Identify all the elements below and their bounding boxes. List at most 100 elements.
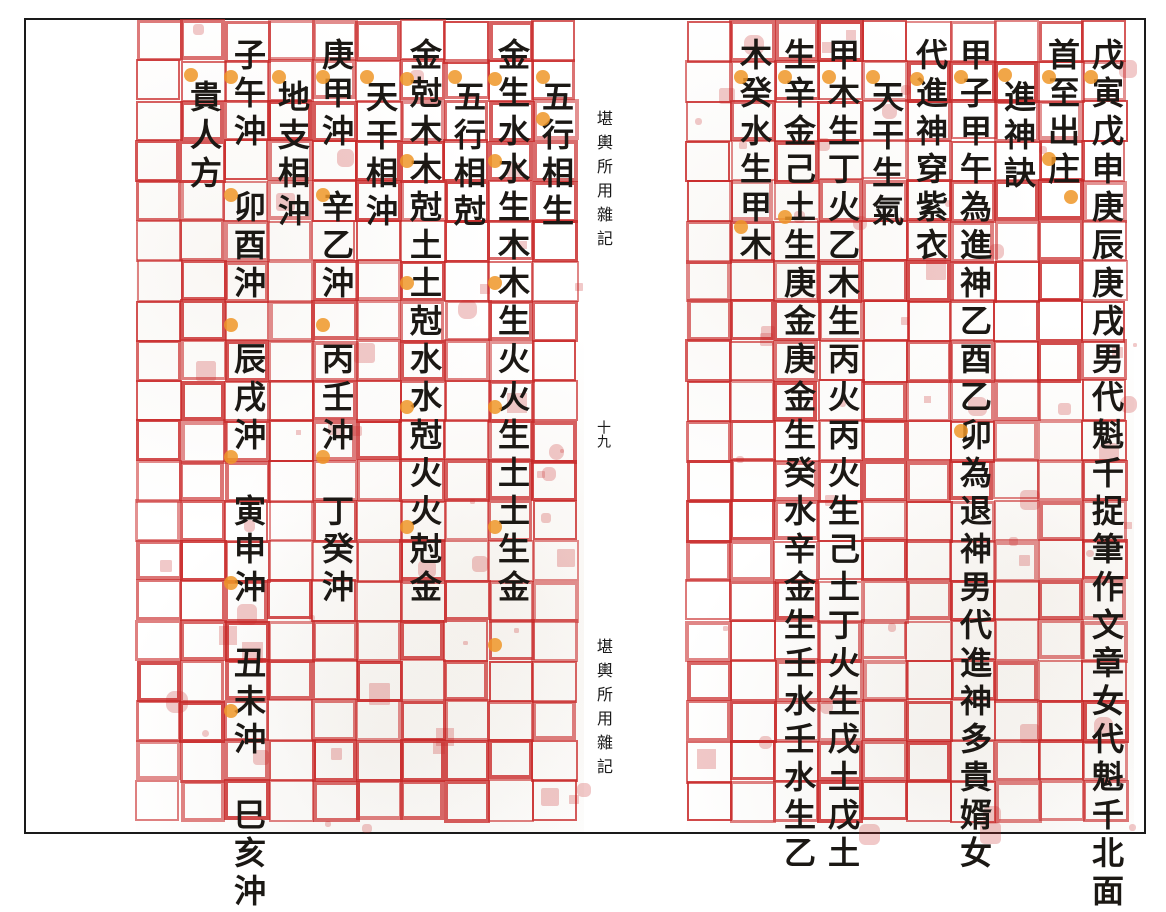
annotation-dot [316,450,330,464]
grid-cell [400,620,444,661]
grid-cell [313,659,358,700]
annotation-dot [1042,70,1056,84]
grid-cell [863,461,908,501]
grid-cell [268,340,313,383]
grid-cell [136,220,182,262]
annotation-dot [400,276,414,290]
grid-noise [859,824,880,845]
annotation-dot [954,424,968,438]
text-column: 地支相沖 [276,80,308,232]
grid-cell [136,740,181,781]
grid-noise [331,748,343,760]
annotation-dot [488,400,502,414]
left-page: 五行相生金生水水生木木生火火生土土生金五行相尅金尅木木尅土土尅水水尅火火尅金天干… [136,20,584,832]
grid-noise [1058,403,1071,416]
grid-cell [531,20,575,62]
grid-cell [135,499,179,542]
grid-cell [906,340,952,383]
grid-cell [136,101,183,142]
grid-cell [489,661,533,703]
grid-cell [1038,421,1083,461]
text-column: 五行相尅 [452,80,484,232]
grid-noise [719,88,735,104]
grid-cell [180,580,225,621]
annotation-dot [316,188,330,202]
grid-cell [355,260,402,301]
annotation-dot [224,450,238,464]
grid-cell [136,180,180,221]
grid-cell [861,740,907,781]
grid-cell [135,780,179,821]
annotation-dot [954,70,968,84]
grid-noise [736,456,743,463]
grid-cell [686,221,732,264]
grid-cell [861,500,907,541]
grid-cell [685,339,731,382]
grid-noise [541,513,551,523]
grid-cell [906,501,953,544]
grid-cell [313,781,360,822]
grid-cell [687,381,732,422]
grid-cell [687,21,733,63]
grid-noise [1009,537,1018,546]
annotation-dot [488,154,502,168]
annotation-dot [224,70,238,84]
grid-cell [356,620,401,662]
grid-cell [311,699,357,741]
grid-cell [729,581,776,623]
grid-cell [861,539,907,580]
grid-cell [400,780,444,820]
grid-noise [1124,522,1132,530]
text-column: 生辛金己土生庚金庚金生癸水辛金生壬水壬水生乙 [782,38,814,874]
grid-cell [686,540,731,582]
grid-cell [180,740,224,783]
grid-cell [531,619,578,662]
grid-cell [357,459,402,500]
grid-cell [687,661,732,701]
grid-cell [137,20,183,61]
text-column: 天干相沖 [364,80,396,232]
grid-cell [532,581,579,623]
grid-cell [136,380,182,421]
grid-noise [472,556,488,572]
grid-cell [356,380,402,423]
grid-cell [532,700,576,741]
grid-cell [180,299,226,341]
grid-cell [445,499,489,539]
grid-cell [400,659,446,700]
grid-cell [269,780,315,822]
grid-cell [993,420,1038,461]
grid-cell [312,739,357,782]
grid-cell [181,260,228,301]
side-label-bottom: 堪輿所用雜記 [590,638,614,782]
page-number: 十九 [592,420,612,448]
grid-cell [181,381,225,421]
grid-cell [135,140,179,182]
grid-cell [444,339,490,382]
grid-cell [180,500,225,541]
grid-cell [729,341,774,382]
text-column: 戊寅戊申庚辰庚戌男代魁千捉筆作文章女代魁千北面 [1090,38,1122,912]
grid-cell [1038,260,1083,303]
grid-cell [994,379,1041,421]
annotation-dot [536,112,550,126]
grid-noise [463,641,467,645]
annotation-dot [272,70,286,84]
grid-cell [267,699,313,741]
grid-cell [1038,220,1084,260]
annotation-dot [224,318,238,332]
grid-cell [357,541,403,584]
grid-cell [994,661,1039,703]
annotation-dot [488,72,502,86]
grid-cell [861,381,907,422]
grid-cell [268,460,314,503]
grid-noise [901,317,909,325]
grid-cell [179,219,224,261]
grid-cell [1039,700,1084,743]
grid-noise [1020,490,1041,511]
grid-cell [730,420,776,461]
annotation-dot [184,68,198,82]
grid-cell [532,340,576,381]
grid-noise [166,691,188,713]
grid-cell [356,580,402,622]
